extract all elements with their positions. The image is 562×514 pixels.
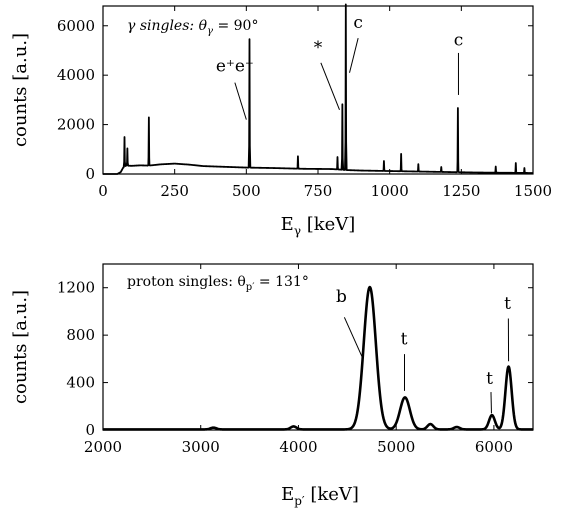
proton-x-tick-label: 6000 xyxy=(475,438,513,456)
proton-x-tick-label: 3000 xyxy=(182,438,220,456)
gamma-x-tick-label: 500 xyxy=(232,182,261,200)
proton-annotation-label: t xyxy=(486,369,493,389)
gamma-y-axis-label: counts [a.u.] xyxy=(10,33,31,147)
proton-y-ticks: 0 400 800 1200 xyxy=(57,279,533,439)
proton-singles-panel: 2000 3000 4000 5000 6000 0 400 800 1200 b t t t pr… xyxy=(10,263,534,508)
gamma-singles-panel: 0 250 500 750 1000 1250 1500 0 2000 4000 6000 e⁺e… xyxy=(10,3,552,238)
gamma-x-tick-label: 1500 xyxy=(514,182,552,200)
proton-y-tick-label: 800 xyxy=(66,326,95,344)
proton-x-tick-label: 5000 xyxy=(377,438,415,456)
proton-annotation-label: t xyxy=(401,330,408,350)
gamma-x-tick-label: 0 xyxy=(98,182,108,200)
gamma-annotations: e⁺e⁻ * c c xyxy=(216,13,464,120)
proton-annotation-label: b xyxy=(336,287,347,307)
gamma-x-ticks: 0 250 500 750 1000 1250 1500 xyxy=(98,6,552,200)
proton-y-tick-label: 400 xyxy=(66,374,95,392)
gamma-x-axis-label: Eγ [keV] xyxy=(281,214,356,238)
gamma-annotation-pointer xyxy=(349,37,359,73)
gamma-x-tick-label: 250 xyxy=(160,182,189,200)
proton-annotation-label: t xyxy=(504,294,511,314)
proton-annotation-pointer xyxy=(343,317,364,360)
gamma-x-tick-label: 1250 xyxy=(442,182,480,200)
gamma-annotation-label: * xyxy=(314,38,323,58)
gamma-y-ticks: 0 2000 4000 6000 xyxy=(57,17,533,183)
proton-x-axis-label: Ep′ [keV] xyxy=(281,484,359,508)
proton-x-tick-label: 4000 xyxy=(279,438,317,456)
proton-spectrum xyxy=(102,285,534,431)
gamma-y-tick-label: 4000 xyxy=(57,66,95,84)
gamma-annotation-label: c xyxy=(353,13,363,33)
proton-x-tick-label: 2000 xyxy=(84,438,122,456)
gamma-annotation-label: c xyxy=(454,31,464,51)
gamma-annotation-pointer xyxy=(234,82,247,120)
proton-panel-title: proton singles: θp′ = 131° xyxy=(127,274,309,293)
gamma-y-tick-label: 0 xyxy=(85,165,95,183)
proton-y-tick-label: 1200 xyxy=(57,279,95,297)
gamma-x-tick-label: 750 xyxy=(304,182,333,200)
gamma-annotation-label: e⁺e⁻ xyxy=(216,56,254,76)
proton-y-axis-label: counts [a.u.] xyxy=(10,290,31,404)
proton-annotations: b t t t xyxy=(336,287,511,414)
gamma-x-tick-label: 1000 xyxy=(371,182,409,200)
proton-y-tick-label: 0 xyxy=(85,421,95,439)
proton-spectrum-line xyxy=(102,285,534,431)
gamma-y-tick-label: 2000 xyxy=(57,116,95,134)
gamma-annotation-pointer xyxy=(320,62,340,110)
gamma-y-tick-label: 6000 xyxy=(57,17,95,35)
proton-x-ticks: 2000 3000 4000 5000 6000 xyxy=(84,264,513,456)
gamma-panel-title: γ singles: θγ = 90° xyxy=(127,18,258,37)
